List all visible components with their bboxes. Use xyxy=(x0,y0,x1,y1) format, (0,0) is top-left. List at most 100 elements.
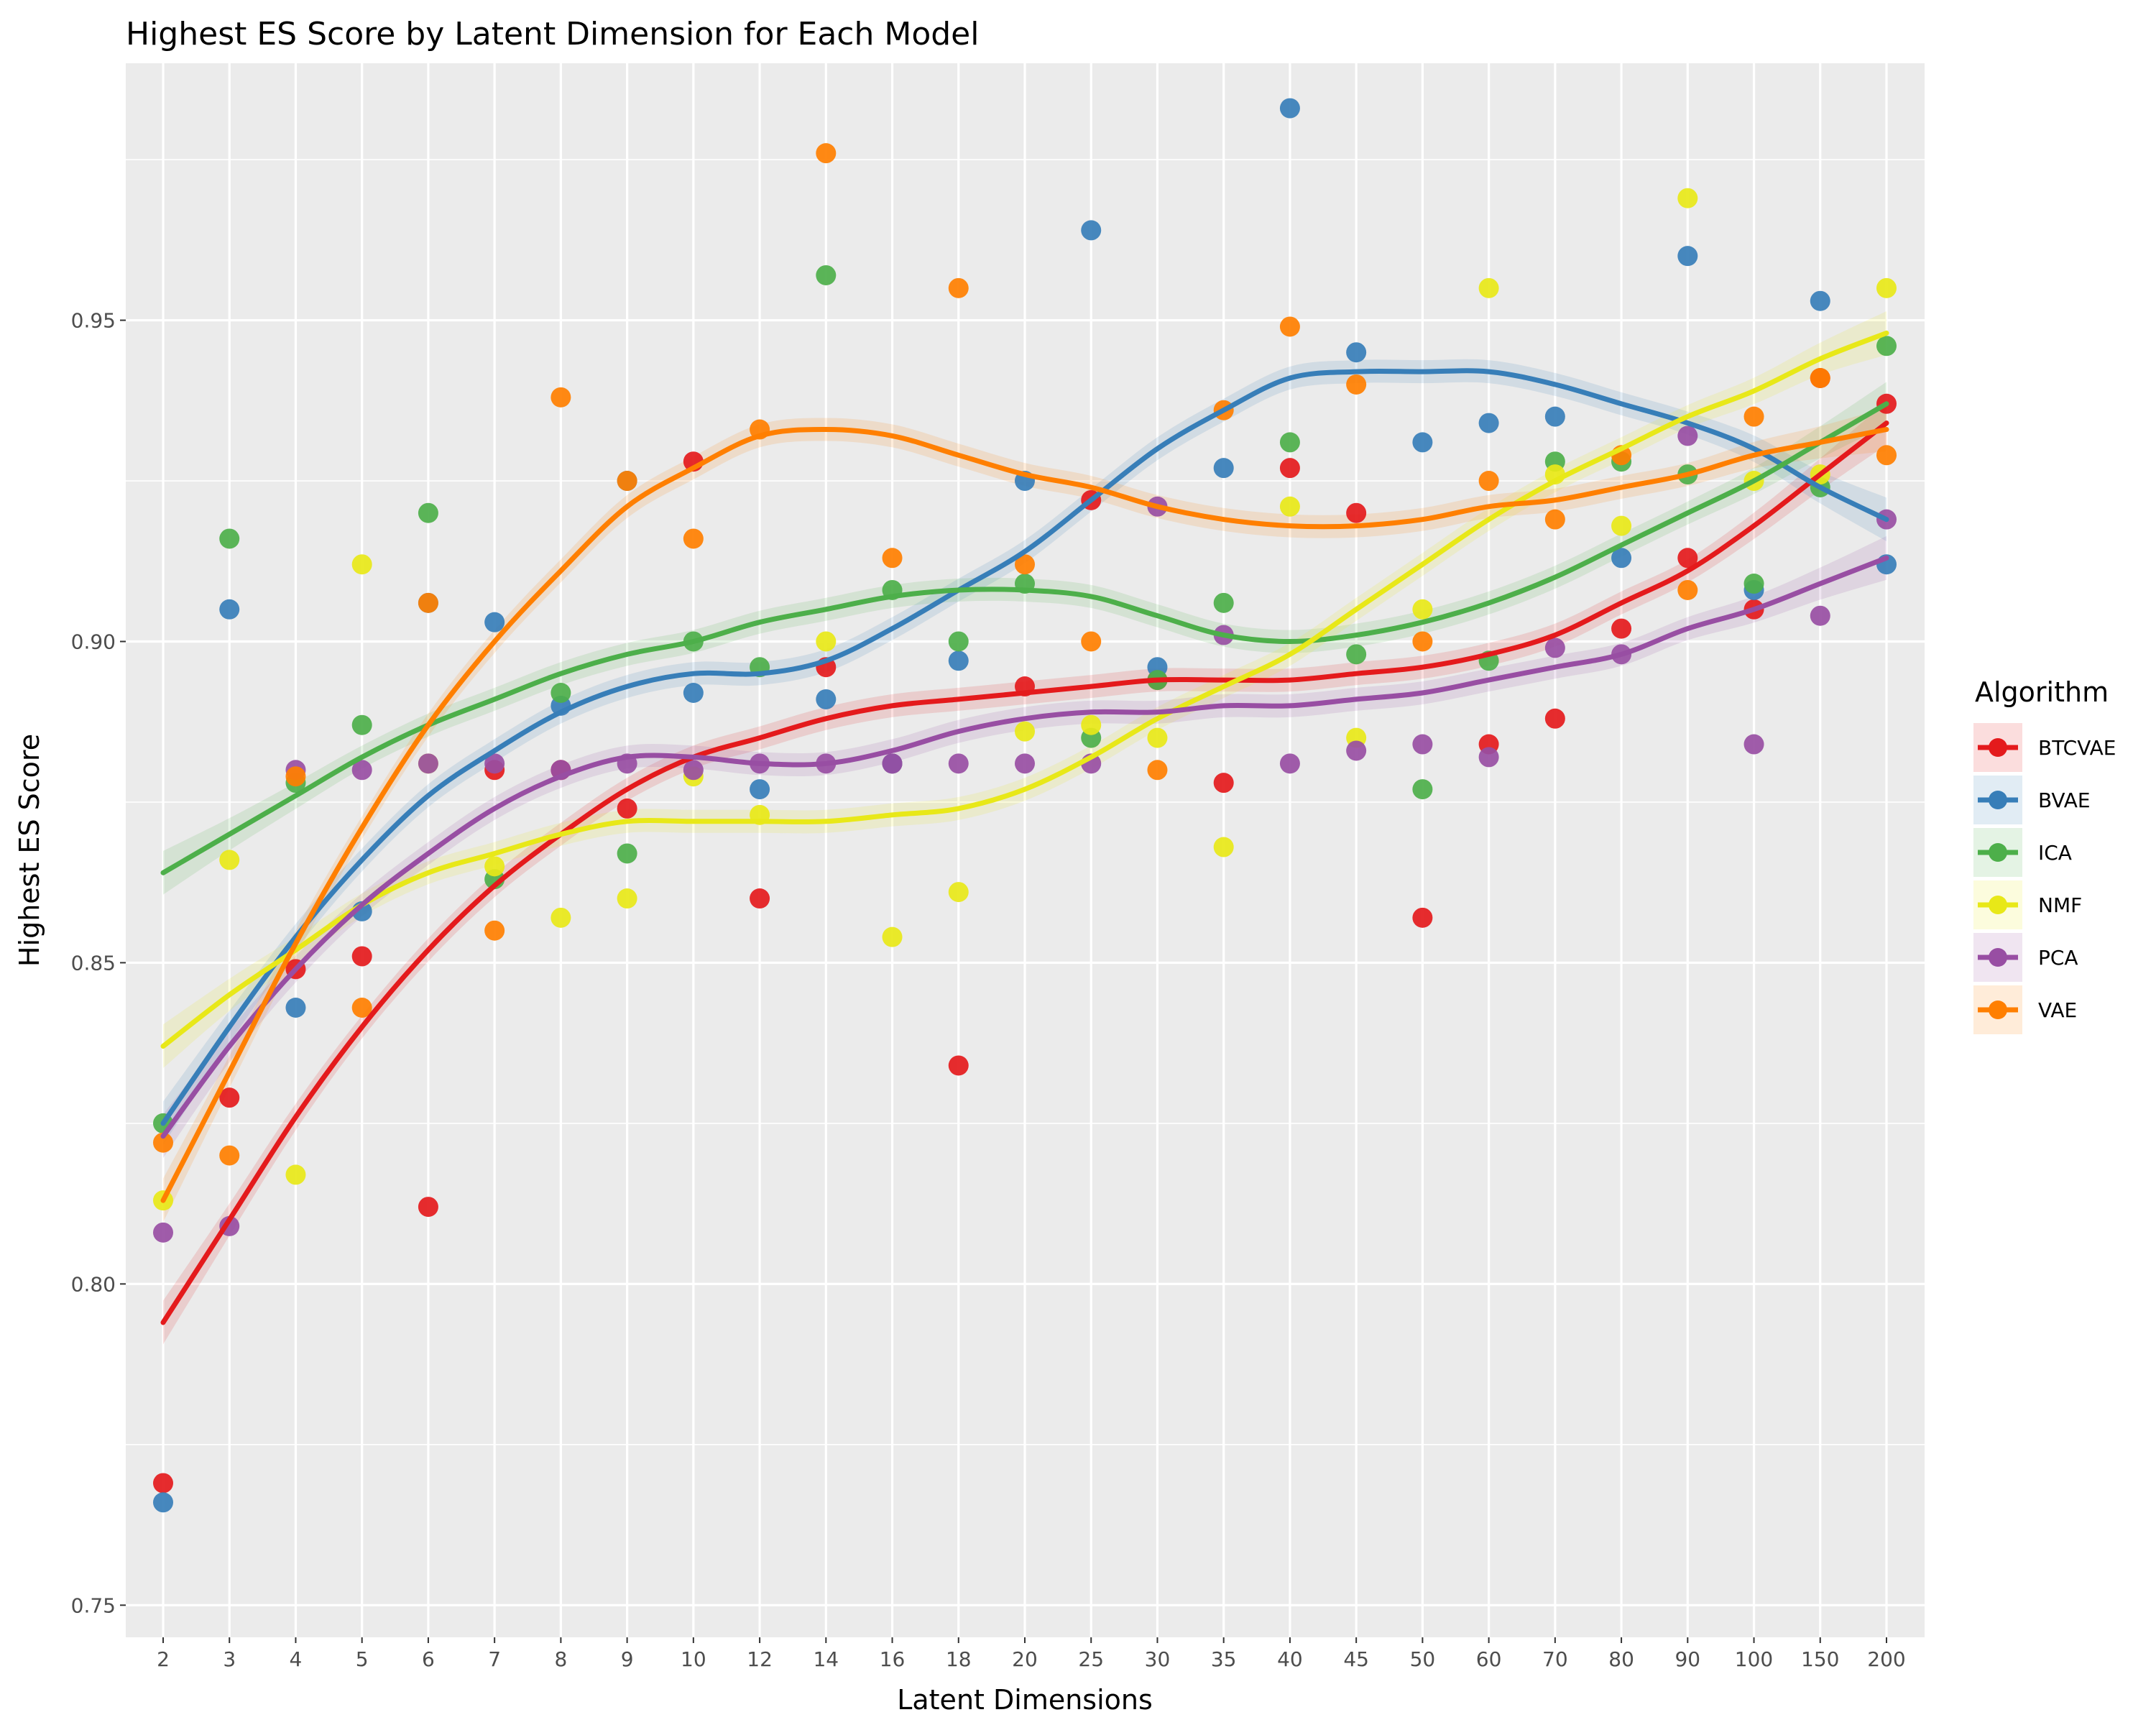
nmf-legend-point xyxy=(1989,896,2007,914)
vae-point xyxy=(683,528,704,549)
btcvae-point xyxy=(948,1055,969,1076)
ica-point xyxy=(1279,432,1300,453)
btcvae-point xyxy=(1213,773,1234,794)
nmf-point xyxy=(1081,714,1102,735)
x-tick-label: 45 xyxy=(1343,1647,1369,1671)
pca-point xyxy=(418,753,438,774)
vae-point xyxy=(1876,445,1897,466)
x-tick-label: 150 xyxy=(1801,1647,1839,1671)
x-tick-label: 70 xyxy=(1542,1647,1568,1671)
x-tick-label: 7 xyxy=(488,1647,501,1671)
x-tick-label: 80 xyxy=(1608,1647,1634,1671)
nmf-point xyxy=(948,882,969,903)
vae-point xyxy=(1081,631,1102,652)
bvae-point xyxy=(1213,458,1234,479)
x-tick-label: 25 xyxy=(1078,1647,1104,1671)
pca-point xyxy=(683,760,704,781)
ica-point xyxy=(948,631,969,652)
pca-legend-point xyxy=(1989,948,2007,967)
vae-point xyxy=(1544,509,1565,530)
vae-point xyxy=(1346,374,1367,395)
nmf-point xyxy=(1213,837,1234,857)
nmf-point xyxy=(816,631,837,652)
vae-legend-label: VAE xyxy=(2038,998,2077,1022)
vae-point xyxy=(1743,406,1764,427)
vae-point xyxy=(617,471,637,492)
y-tick-label: 0.95 xyxy=(71,309,116,333)
vae-point xyxy=(153,1132,173,1153)
ica-legend-point xyxy=(1989,843,2007,862)
bvae-point xyxy=(1478,413,1499,433)
vae-point xyxy=(550,387,571,408)
nmf-legend-label: NMF xyxy=(2038,893,2082,917)
y-axis: 0.75 0.80 0.85 0.90 0.95 xyxy=(71,309,126,1617)
x-tick-label: 35 xyxy=(1211,1647,1237,1671)
bvae-legend-point xyxy=(1989,791,2007,809)
x-axis-title: Latent Dimensions xyxy=(897,1684,1153,1716)
pca-smooth-line xyxy=(160,555,1889,1139)
nmf-point xyxy=(1015,721,1035,742)
vae-smooth-line xyxy=(160,427,1889,1203)
nmf-point xyxy=(1876,277,1897,298)
btcvae-point xyxy=(1611,618,1632,639)
vae-point xyxy=(1810,368,1830,388)
ica-point xyxy=(219,528,240,549)
data-points xyxy=(153,98,1897,1513)
pca-point xyxy=(1412,734,1433,755)
chart-title: Highest ES Score by Latent Dimension for… xyxy=(126,16,979,52)
pca-point xyxy=(1743,734,1764,755)
bvae-point xyxy=(1412,432,1433,453)
y-axis-title: Highest ES Score xyxy=(14,734,45,967)
btcvae-smooth-line xyxy=(160,420,1889,1325)
ica-point xyxy=(550,683,571,703)
nmf-point xyxy=(351,554,372,575)
pca-point xyxy=(1810,605,1830,626)
legend-title: Algorithm xyxy=(1975,676,2109,708)
vae-point xyxy=(285,766,306,787)
x-tick-label: 14 xyxy=(813,1647,839,1671)
x-tick-label: 60 xyxy=(1476,1647,1502,1671)
pca-confidence-band xyxy=(163,535,1886,1159)
nmf-point xyxy=(550,907,571,928)
y-tick-label: 0.90 xyxy=(71,630,116,653)
bvae-point xyxy=(1544,406,1565,427)
btcvae-point xyxy=(1346,502,1367,523)
y-tick-label: 0.80 xyxy=(71,1272,116,1296)
nmf-point xyxy=(617,888,637,909)
btcvae-legend-point xyxy=(1989,738,2007,757)
x-tick-label: 200 xyxy=(1867,1647,1905,1671)
pca-point xyxy=(1478,747,1499,768)
bvae-point xyxy=(1081,220,1102,241)
bvae-point xyxy=(1611,548,1632,569)
legend: Algorithm BTCVAE BVAE ICA NMF PCA VAE xyxy=(1973,676,2116,1034)
bvae-point xyxy=(1346,342,1367,363)
pca-point xyxy=(351,760,372,781)
vae-point xyxy=(948,277,969,298)
ica-point xyxy=(816,264,837,285)
nmf-point xyxy=(882,926,903,947)
btcvae-point xyxy=(153,1473,173,1494)
btcvae-point xyxy=(351,946,372,967)
nmf-point xyxy=(1611,515,1632,536)
x-tick-label: 8 xyxy=(554,1647,567,1671)
x-tick-label: 4 xyxy=(290,1647,303,1671)
bvae-point xyxy=(484,612,505,632)
nmf-point xyxy=(285,1164,306,1185)
pca-point xyxy=(484,753,505,774)
nmf-point xyxy=(1147,727,1168,748)
vae-point xyxy=(1015,554,1035,575)
x-tick-label: 12 xyxy=(747,1647,773,1671)
x-tick-label: 18 xyxy=(946,1647,972,1671)
ica-point xyxy=(351,714,372,735)
x-tick-label: 20 xyxy=(1012,1647,1038,1671)
vae-point xyxy=(1279,316,1300,337)
bvae-legend-label: BVAE xyxy=(2038,788,2091,812)
x-tick-label: 9 xyxy=(621,1647,634,1671)
vae-point xyxy=(1147,760,1168,781)
vae-point xyxy=(1677,579,1698,600)
pca-point xyxy=(1544,638,1565,658)
vae-point xyxy=(484,920,505,941)
btcvae-legend-label: BTCVAE xyxy=(2038,736,2116,760)
pca-point xyxy=(948,753,969,774)
